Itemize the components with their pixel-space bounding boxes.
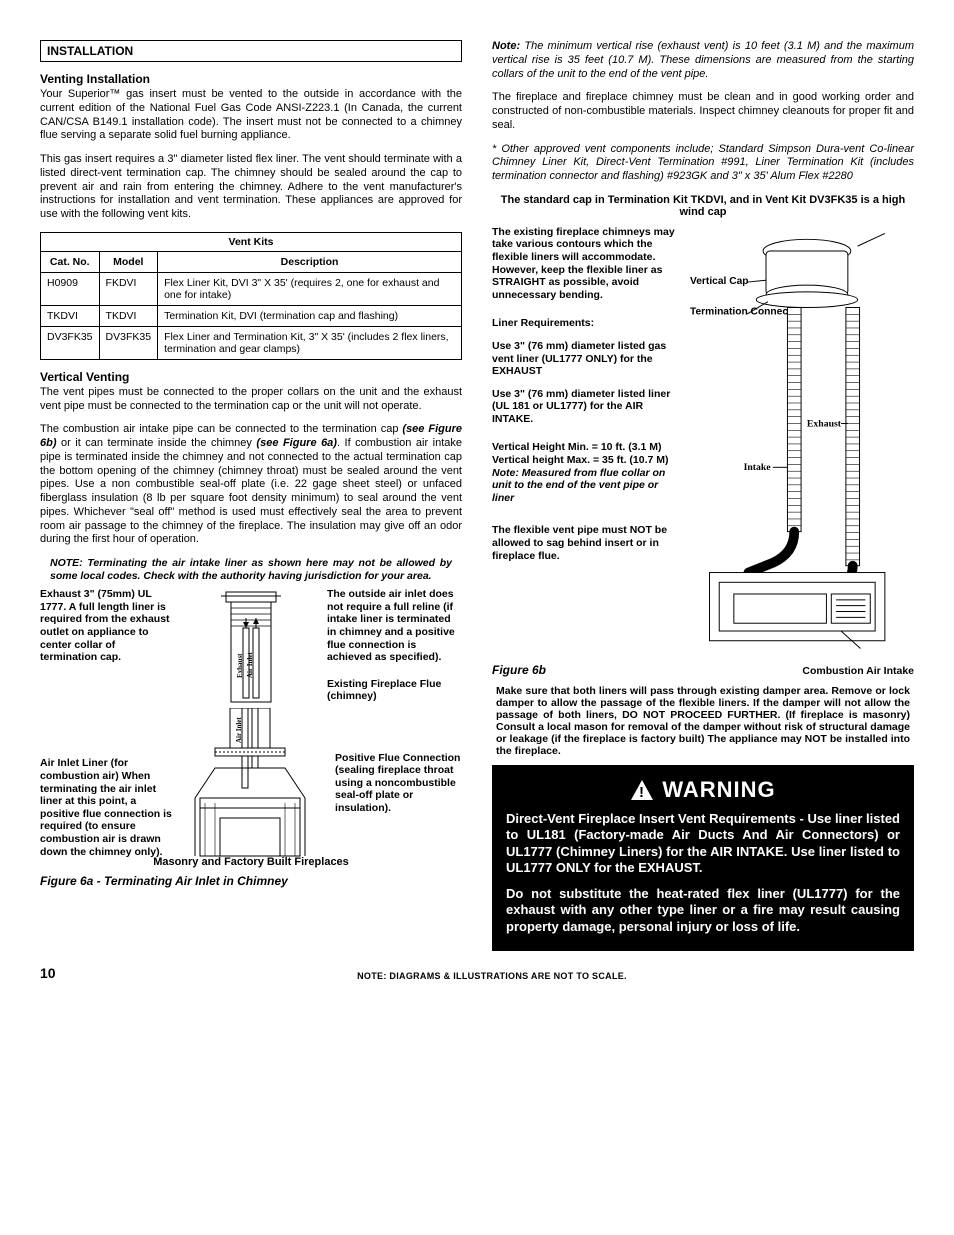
scale-note: NOTE: DIAGRAMS & ILLUSTRATIONS ARE NOT T… xyxy=(70,971,914,981)
warning-icon: ! xyxy=(630,779,654,801)
table-row: DV3FK35 DV3FK35 Flex Liner and Terminati… xyxy=(41,326,462,359)
page-footer: 10 NOTE: DIAGRAMS & ILLUSTRATIONS ARE NO… xyxy=(40,965,914,981)
warning-title: ! WARNING xyxy=(506,777,900,803)
table-row: TKDVI TKDVI Termination Kit, DVI (termin… xyxy=(41,305,462,326)
fig6a-diagram-top: Exhaust Air Inlet xyxy=(185,588,317,708)
right-p2: The fireplace and fireplace chimney must… xyxy=(492,91,914,132)
th-model: Model xyxy=(99,251,158,272)
fig6b-caption: Figure 6b xyxy=(492,663,546,677)
fig6a-diagram-bottom: Air Inlet xyxy=(185,708,325,858)
warning-p2: Do not substitute the heat-rated flex li… xyxy=(506,886,900,935)
figure-6a: NOTE: Terminating the air intake liner a… xyxy=(40,557,462,888)
vent-kits-caption: Vent Kits xyxy=(40,232,462,251)
svg-text:Air Inlet: Air Inlet xyxy=(246,652,254,678)
fig6b-caption-row: Figure 6b Combustion Air Intake xyxy=(492,663,914,677)
installation-header: INSTALLATION xyxy=(40,40,462,62)
right-column: Note: The minimum vertical rise (exhaust… xyxy=(492,40,914,951)
th-desc: Description xyxy=(158,251,462,272)
fig6a-note: NOTE: Terminating the air intake liner a… xyxy=(40,557,462,582)
svg-text:Air Inlet: Air Inlet xyxy=(235,717,243,743)
table-row: H0909 FKDVI Flex Liner Kit, DVI 3" X 35'… xyxy=(41,272,462,305)
warning-p1: Direct-Vent Fireplace Insert Vent Requir… xyxy=(506,811,900,876)
vertical-p1: The vent pipes must be connected to the … xyxy=(40,386,462,414)
vertical-venting-heading: Vertical Venting xyxy=(40,370,462,384)
fig6a-air-inlet: Air Inlet Liner (for combustion air) Whe… xyxy=(40,757,175,858)
damper-note: Make sure that both liners will pass thr… xyxy=(496,685,910,757)
fig6b-diagram: Vertical Cap Termination Connector xyxy=(690,226,914,659)
venting-p1: Your Superior™ gas insert must be vented… xyxy=(40,88,462,143)
fig6a-left-top: Exhaust 3" (75mm) UL 1777. A full length… xyxy=(40,588,175,708)
svg-text:Exhaust: Exhaust xyxy=(807,418,842,429)
right-note: Note: The minimum vertical rise (exhaust… xyxy=(492,40,914,81)
cap-note: The standard cap in Termination Kit TKDV… xyxy=(492,194,914,218)
figure-6b: The existing fireplace chimneys may take… xyxy=(492,226,914,659)
venting-p2: This gas insert requires a 3" diameter l… xyxy=(40,153,462,222)
vertical-p2: The combustion air intake pipe can be co… xyxy=(40,423,462,547)
th-cat: Cat. No. xyxy=(41,251,100,272)
fig6a-caption: Figure 6a - Terminating Air Inlet in Chi… xyxy=(40,874,462,888)
fig6a-positive-flue: Positive Flue Connection (sealing firepl… xyxy=(335,752,470,815)
fig6b-left-labels: The existing fireplace chimneys may take… xyxy=(492,226,682,659)
left-column: INSTALLATION Venting Installation Your S… xyxy=(40,40,462,951)
right-p3: * Other approved vent components include… xyxy=(492,143,914,184)
svg-text:Termination Connector: Termination Connector xyxy=(690,306,802,317)
combustion-label: Combustion Air Intake xyxy=(802,665,914,677)
page-number: 10 xyxy=(40,965,70,981)
svg-text:Exhaust: Exhaust xyxy=(236,653,244,678)
venting-installation-heading: Venting Installation xyxy=(40,72,462,86)
warning-box: ! WARNING Direct-Vent Fireplace Insert V… xyxy=(492,765,914,951)
vent-kits-table: Vent Kits Cat. No. Model Description H09… xyxy=(40,232,462,360)
svg-text:Vertical Cap: Vertical Cap xyxy=(690,276,749,287)
page-columns: INSTALLATION Venting Installation Your S… xyxy=(40,40,914,951)
fig6a-right-col: The outside air inlet does not require a… xyxy=(327,588,462,708)
svg-text:Intake: Intake xyxy=(743,462,771,473)
svg-text:!: ! xyxy=(639,784,645,801)
